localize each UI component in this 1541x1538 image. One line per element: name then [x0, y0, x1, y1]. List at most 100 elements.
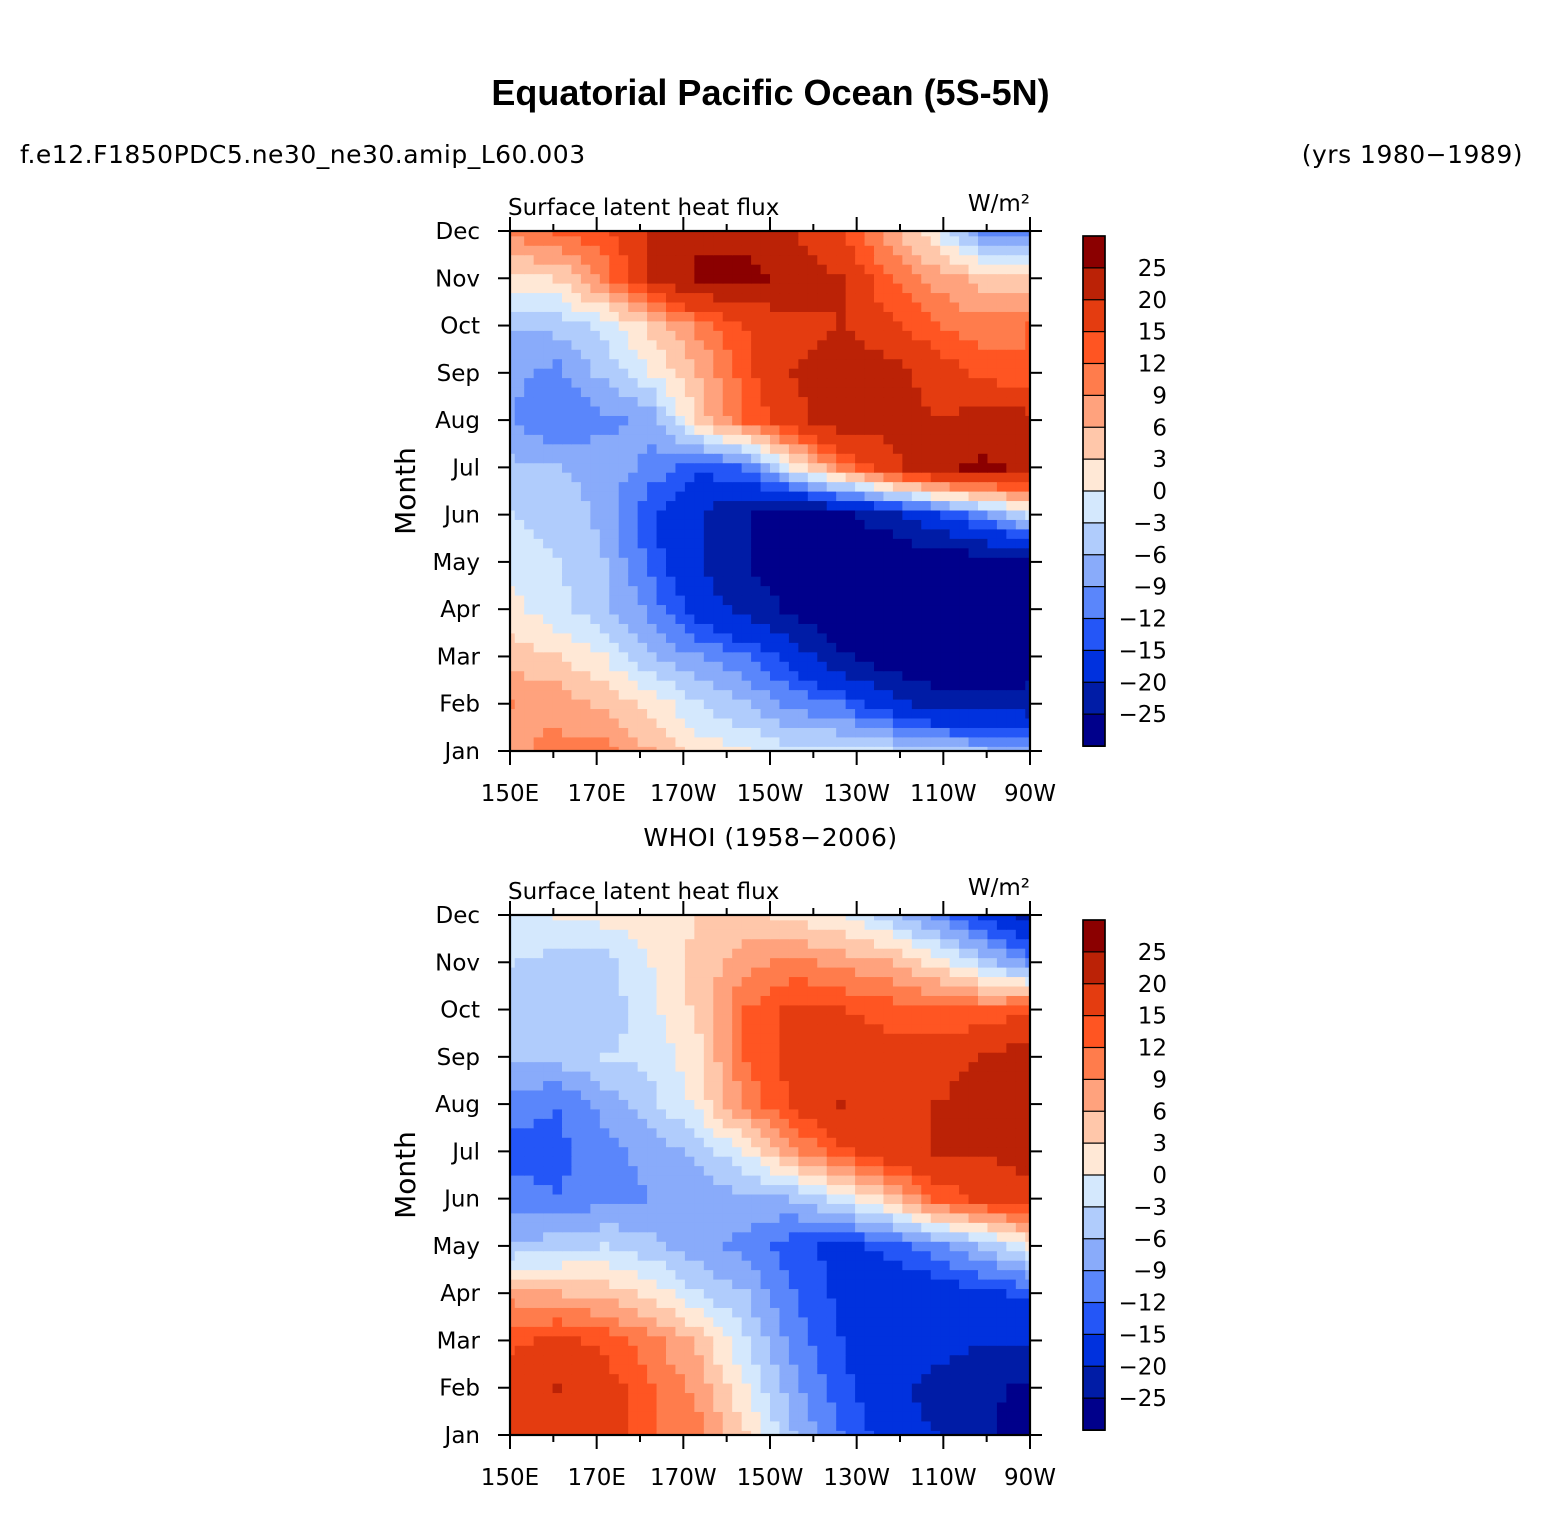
- heatmap-cell: [987, 301, 998, 312]
- heatmap-cell: [911, 1373, 922, 1384]
- heatmap-cell: [713, 453, 724, 464]
- heatmap-cell: [713, 595, 724, 606]
- heatmap-cell: [770, 651, 781, 662]
- heatmap-cell: [637, 1288, 648, 1299]
- heatmap-cell: [543, 632, 554, 643]
- heatmap-cell: [902, 1193, 913, 1204]
- heatmap-cell: [845, 1165, 856, 1176]
- heatmap-cell: [921, 1231, 932, 1242]
- heatmap-cell: [1006, 358, 1017, 369]
- heatmap-cell: [543, 472, 554, 483]
- heatmap-cell: [996, 689, 1007, 700]
- heatmap-cell: [883, 1175, 894, 1186]
- heatmap-cell: [722, 585, 733, 596]
- heatmap-cell: [599, 1316, 610, 1327]
- heatmap-cell: [524, 231, 535, 237]
- heatmap-cell: [590, 717, 601, 728]
- heatmap-cell: [666, 330, 677, 341]
- heatmap-cell: [580, 349, 591, 360]
- heatmap-cell: [959, 339, 970, 350]
- heatmap-cell: [817, 1165, 828, 1176]
- heatmap-cell: [911, 283, 922, 294]
- heatmap-cell: [940, 235, 951, 246]
- heatmap-cell: [647, 604, 658, 615]
- heatmap-cell: [788, 1260, 799, 1271]
- heatmap-cell: [779, 623, 790, 634]
- heatmap-cell: [770, 311, 781, 322]
- heatmap-cell: [892, 699, 903, 710]
- heatmap-cell: [770, 1231, 781, 1242]
- heatmap-cell: [628, 595, 639, 606]
- heatmap-cell: [552, 1137, 563, 1148]
- heatmap-cell: [741, 1279, 752, 1290]
- heatmap-cell: [930, 699, 941, 710]
- heatmap-cell: [911, 557, 922, 568]
- heatmap-cell: [552, 623, 563, 634]
- heatmap-cell: [732, 1203, 743, 1214]
- heatmap-cell: [874, 699, 885, 710]
- heatmap-cell: [533, 283, 544, 294]
- heatmap-cell: [864, 1279, 875, 1290]
- heatmap-cell: [618, 1307, 629, 1318]
- heatmap-cell: [996, 273, 1007, 284]
- heatmap-cell: [940, 736, 951, 747]
- heatmap-cell: [637, 358, 648, 369]
- heatmap-cell: [911, 481, 922, 492]
- heatmap-cell: [571, 254, 582, 265]
- heatmap-cell: [911, 453, 922, 464]
- heatmap-cell: [996, 1297, 1007, 1308]
- heatmap-cell: [949, 1146, 960, 1157]
- heatmap-cell: [883, 424, 894, 435]
- heatmap-cell: [751, 699, 762, 710]
- heatmap-cell: [552, 231, 563, 237]
- heatmap-cell: [590, 387, 601, 398]
- heatmap-cell: [949, 311, 960, 322]
- heatmap-cell: [978, 415, 989, 426]
- heatmap-cell: [694, 415, 705, 426]
- heatmap-cell: [533, 481, 544, 492]
- heatmap-cell: [552, 736, 563, 747]
- heatmap-cell: [732, 1420, 743, 1431]
- heatmap-cell: [694, 1279, 705, 1290]
- heatmap-cell: [656, 661, 667, 672]
- heatmap-cell: [732, 283, 743, 294]
- heatmap-cell: [930, 547, 941, 558]
- heatmap-cell: [580, 708, 591, 719]
- heatmap-cell: [930, 1203, 941, 1214]
- heatmap-cell: [562, 1335, 573, 1346]
- heatmap-cell: [874, 245, 885, 256]
- heatmap-cell: [930, 727, 941, 738]
- heatmap-cell: [666, 415, 677, 426]
- heatmap-cell: [524, 1222, 535, 1233]
- heatmap-cell: [637, 1212, 648, 1223]
- heatmap-cell: [855, 1241, 866, 1252]
- heatmap-cell: [656, 576, 667, 587]
- heatmap-cell: [1025, 1156, 1030, 1167]
- heatmap-cell: [770, 585, 781, 596]
- heatmap-cell: [580, 1364, 591, 1375]
- heatmap-cell: [524, 405, 535, 416]
- heatmap-cell: [798, 1345, 809, 1356]
- heatmap-cell: [864, 377, 875, 388]
- heatmap-cell: [590, 491, 601, 502]
- heatmap-cell: [845, 557, 856, 568]
- heatmap-cell: [760, 670, 771, 681]
- heatmap-cell: [760, 528, 771, 539]
- heatmap-cell: [722, 680, 733, 691]
- heatmap-cell: [514, 661, 525, 672]
- heatmap-cell: [741, 1316, 752, 1327]
- heatmap-cell: [855, 613, 866, 624]
- heatmap-cell: [722, 1156, 733, 1167]
- heatmap-cell: [713, 405, 724, 416]
- heatmap-cell: [618, 1383, 629, 1394]
- heatmap-cell: [741, 1411, 752, 1422]
- heatmap-cell: [580, 1411, 591, 1422]
- heatmap-cell: [524, 613, 535, 624]
- heatmap-cell: [703, 1288, 714, 1299]
- heatmap-cell: [514, 235, 525, 246]
- heatmap-cell: [684, 623, 695, 634]
- heatmap-cell: [949, 1383, 960, 1394]
- heatmap-cell: [647, 1288, 658, 1299]
- heatmap-cell: [836, 708, 847, 719]
- heatmap-cell: [883, 1269, 894, 1280]
